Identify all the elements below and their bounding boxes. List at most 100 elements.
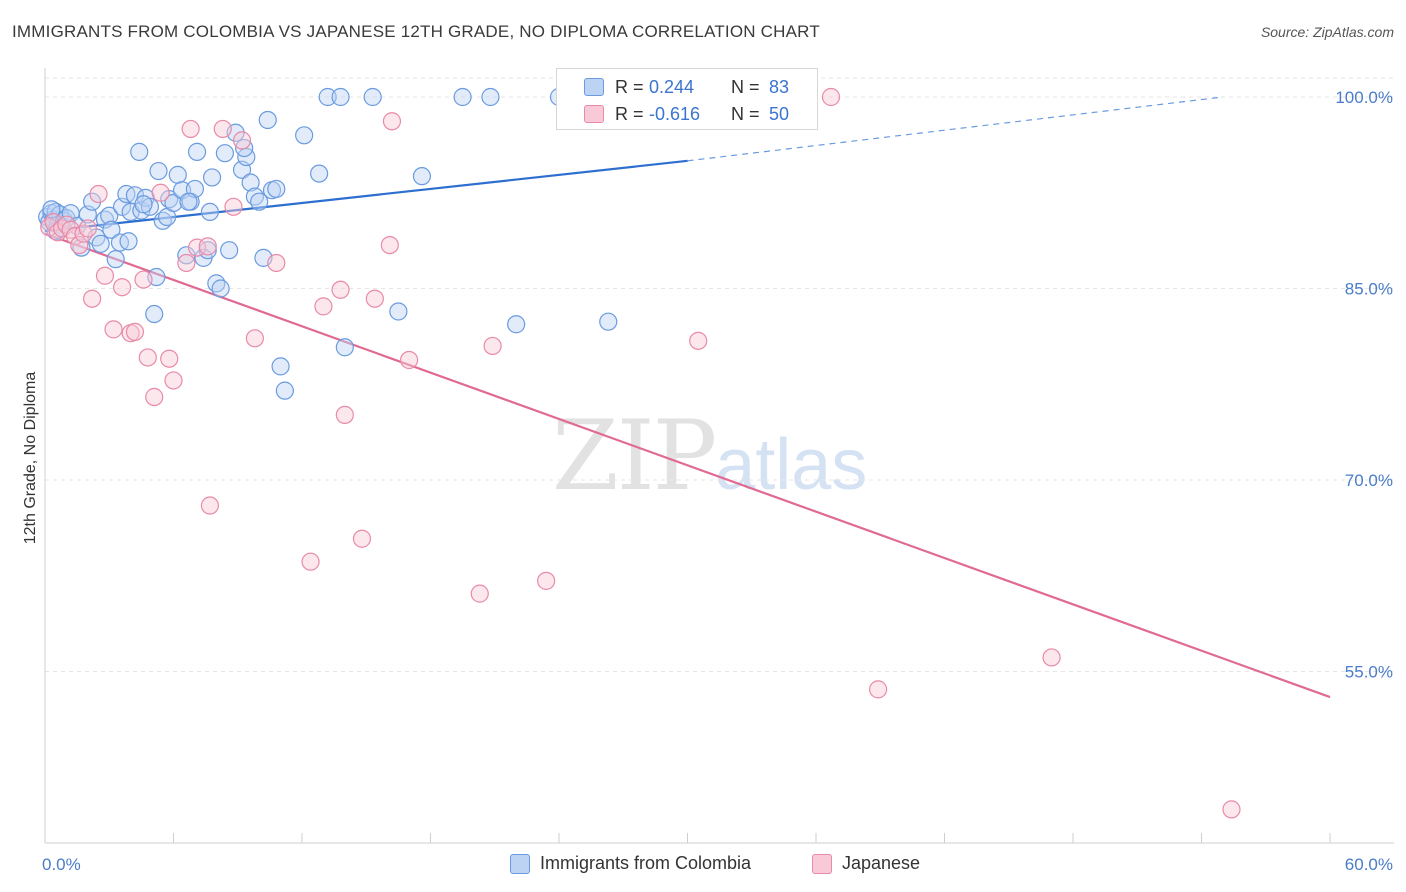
point-japanese <box>537 571 556 590</box>
point-colombia <box>198 241 217 260</box>
legend-label-colombia: Immigrants from Colombia <box>540 853 752 873</box>
stats-r-value: -0.616 <box>649 104 701 124</box>
point-colombia <box>318 87 337 107</box>
chart-source: Source: ZipAtlas.com <box>1260 24 1394 40</box>
stats-row-japanese: R = -0.616 N = 50 <box>557 101 817 129</box>
point-colombia <box>275 381 294 400</box>
point-colombia <box>267 179 286 199</box>
trend-line-japanese <box>44 232 1331 699</box>
x-tick-label: 0.0% <box>42 855 81 874</box>
trend-lines <box>44 96 1331 699</box>
point-colombia <box>72 238 91 257</box>
point-japanese <box>78 219 97 238</box>
point-japanese <box>164 371 183 390</box>
point-colombia <box>389 302 408 321</box>
point-japanese <box>869 680 888 699</box>
point-colombia <box>168 165 187 184</box>
point-japanese <box>198 237 217 256</box>
point-japanese <box>483 336 502 356</box>
point-japanese <box>224 197 243 216</box>
point-colombia <box>211 279 230 298</box>
point-japanese <box>821 87 841 107</box>
point-japanese <box>232 131 252 150</box>
point-japanese <box>89 184 108 204</box>
legend-swatch-colombia <box>510 854 530 874</box>
point-japanese <box>145 387 164 407</box>
stats-n-label: N = <box>731 104 760 124</box>
point-colombia <box>91 234 110 253</box>
point-colombia <box>149 161 168 181</box>
point-japanese <box>267 253 286 273</box>
point-japanese <box>83 289 102 308</box>
point-colombia <box>335 338 354 357</box>
stats-n-value: 50 <box>769 104 790 124</box>
point-colombia <box>145 304 164 324</box>
y-tick-label: 55.0% <box>1345 663 1393 682</box>
point-colombia <box>102 220 121 239</box>
point-colombia <box>310 164 329 183</box>
stats-n-value: 83 <box>769 77 790 97</box>
y-tick-label: 70.0% <box>1345 471 1393 490</box>
point-colombia <box>250 192 269 211</box>
point-japanese <box>200 496 220 515</box>
point-japanese <box>335 405 354 424</box>
point-colombia <box>599 312 618 331</box>
point-colombia <box>481 87 500 107</box>
point-colombia <box>331 87 350 107</box>
point-japanese <box>1042 648 1061 667</box>
y-tick-label: 85.0% <box>1345 280 1393 299</box>
stats-r-value: 0.244 <box>649 77 695 97</box>
point-japanese <box>70 235 89 255</box>
point-colombia <box>134 195 153 214</box>
stats-swatch-japanese <box>584 105 604 123</box>
point-japanese <box>125 322 145 342</box>
point-japanese <box>352 529 372 548</box>
data-points <box>38 87 1241 819</box>
point-japanese <box>138 348 157 367</box>
point-japanese <box>112 278 132 297</box>
point-colombia <box>215 144 234 163</box>
chart-title: IMMIGRANTS FROM COLOMBIA VS JAPANESE 12T… <box>12 22 820 41</box>
point-japanese <box>331 280 350 299</box>
point-japanese <box>245 329 264 348</box>
point-japanese <box>380 235 399 255</box>
point-japanese <box>177 253 196 273</box>
point-colombia <box>295 126 314 145</box>
point-colombia <box>200 202 220 221</box>
point-japanese <box>689 331 708 350</box>
point-colombia <box>100 206 119 225</box>
watermark-atlas: atlas <box>715 425 868 505</box>
point-colombia <box>130 142 149 161</box>
point-japanese <box>382 112 402 131</box>
point-colombia <box>271 357 290 376</box>
point-japanese <box>399 350 419 370</box>
point-colombia <box>179 192 198 211</box>
point-japanese <box>301 552 320 571</box>
y-tick-label: 100.0% <box>1335 88 1393 107</box>
point-japanese <box>314 297 333 316</box>
point-japanese <box>95 266 115 285</box>
x-tick-label: 60.0% <box>1345 855 1393 874</box>
stats-n-label: N = <box>731 77 760 97</box>
point-colombia <box>241 173 260 192</box>
stats-r-label: R = <box>615 77 644 97</box>
point-colombia <box>507 315 526 334</box>
point-japanese <box>181 119 200 139</box>
legend-label-japanese: Japanese <box>842 853 921 873</box>
point-colombia <box>363 87 382 107</box>
watermark-zip: ZIP <box>552 400 717 512</box>
stats-row-colombia: R = 0.244 N = 83 <box>557 74 817 102</box>
point-colombia <box>187 142 207 161</box>
point-colombia <box>119 232 138 251</box>
trend-line-colombia-extension <box>687 96 1223 162</box>
stats-box: R = 0.244 N = 83 R = -0.616 N = 50 <box>556 68 818 130</box>
point-japanese <box>213 119 232 139</box>
point-japanese <box>151 183 170 202</box>
stats-r-label: R = <box>615 104 644 124</box>
axes <box>44 68 1394 844</box>
point-colombia <box>106 250 125 269</box>
point-colombia <box>412 167 432 186</box>
point-japanese <box>470 584 489 603</box>
point-colombia <box>453 87 472 107</box>
tick-labels: 100.0% 85.0% 70.0% 55.0% 0.0% 60.0% <box>42 88 1393 874</box>
